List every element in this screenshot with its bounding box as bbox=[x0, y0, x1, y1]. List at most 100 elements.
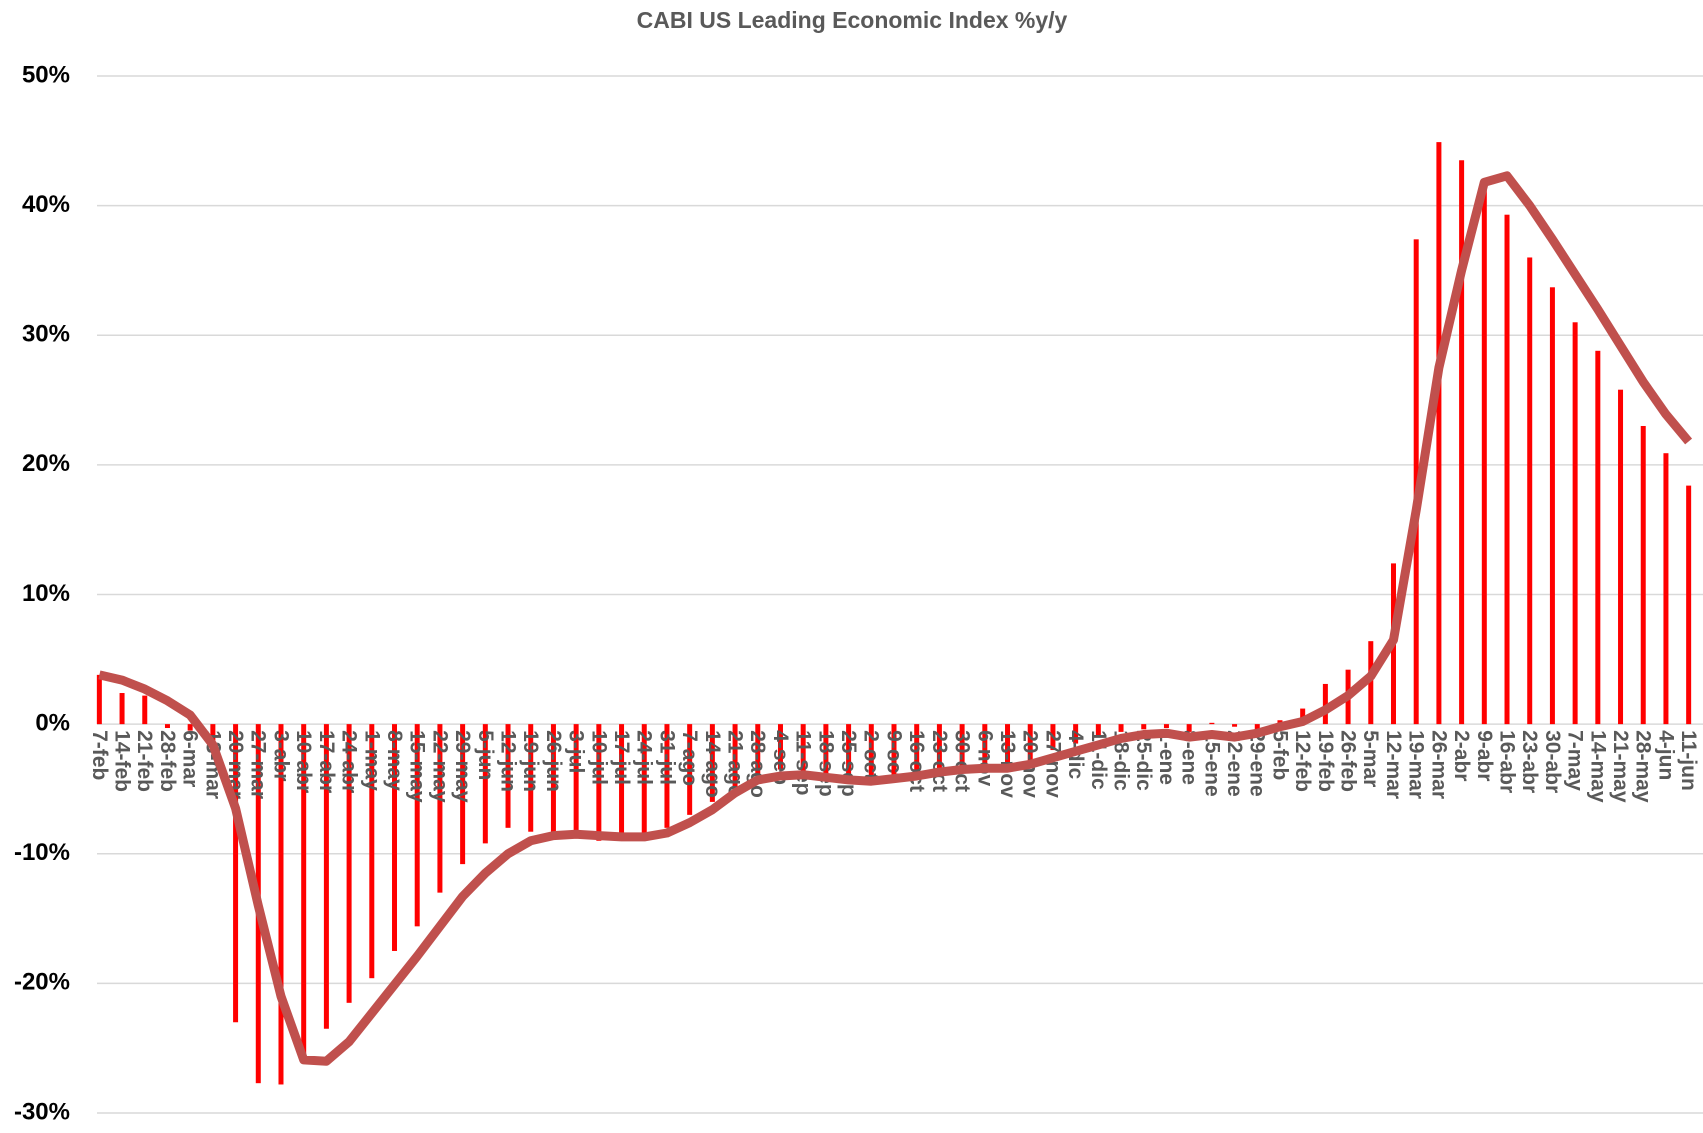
bar bbox=[437, 724, 443, 893]
bar bbox=[1254, 724, 1260, 730]
bar bbox=[1095, 724, 1101, 738]
x-tick-label: 7-ago bbox=[678, 730, 701, 786]
bar bbox=[119, 693, 125, 725]
x-tick-label: 7-may bbox=[1564, 730, 1587, 791]
x-tick-label: 1-ene bbox=[1155, 730, 1178, 785]
x-tick-label: 29-may bbox=[451, 730, 474, 803]
x-tick-label: 15-ene bbox=[1200, 730, 1223, 797]
x-tick-label: 14-may bbox=[1586, 730, 1609, 803]
bar bbox=[1663, 453, 1669, 725]
x-tick-label: 16-oct bbox=[905, 730, 928, 792]
bar bbox=[414, 724, 420, 927]
x-tick-label: 18-dic bbox=[1109, 730, 1132, 791]
x-tick-label: 25-sep bbox=[837, 730, 860, 797]
x-tick-label: 21-ago bbox=[724, 730, 747, 798]
x-tick-label: 8-may bbox=[383, 730, 406, 791]
x-tick-label: 12-feb bbox=[1291, 730, 1314, 792]
x-tick-label: 29-ene bbox=[1246, 730, 1269, 797]
x-tick-label: 30-abr bbox=[1541, 730, 1564, 793]
bar bbox=[460, 724, 466, 865]
bar bbox=[573, 724, 579, 836]
bar bbox=[982, 724, 988, 766]
bar bbox=[1073, 724, 1079, 744]
x-tick-label: 5-mar bbox=[1359, 730, 1382, 787]
bar bbox=[1572, 322, 1578, 725]
x-tick-label: 26-feb bbox=[1337, 730, 1360, 792]
bar bbox=[709, 724, 715, 802]
bar bbox=[1527, 257, 1533, 725]
bar bbox=[482, 724, 488, 844]
x-tick-label: 28-feb bbox=[156, 730, 179, 792]
bar bbox=[800, 724, 806, 774]
bar bbox=[891, 724, 897, 783]
x-tick-label: 6-mar bbox=[179, 730, 202, 787]
bar bbox=[369, 724, 375, 979]
bar bbox=[210, 724, 216, 744]
y-tick-label: 50% bbox=[22, 61, 70, 88]
x-tick-label: 15-may bbox=[406, 730, 429, 803]
bar bbox=[550, 724, 556, 835]
bar bbox=[732, 724, 738, 789]
bar bbox=[1481, 182, 1487, 725]
bar bbox=[1436, 142, 1442, 725]
bar bbox=[823, 724, 829, 776]
bar bbox=[687, 724, 693, 815]
x-tick-label: 16-abr bbox=[1495, 730, 1518, 793]
x-tick-label: 24-abr bbox=[338, 730, 361, 793]
x-tick-label: 9-oct bbox=[882, 730, 905, 780]
x-tick-label: 10-abr bbox=[292, 730, 315, 793]
bar bbox=[233, 724, 239, 1023]
x-tick-label: 7-feb bbox=[88, 730, 111, 780]
x-tick-label: 12-jun bbox=[496, 730, 519, 792]
line bbox=[98, 171, 1693, 1066]
x-tick-label: 5-feb bbox=[1268, 730, 1291, 780]
bar bbox=[164, 724, 170, 729]
x-tick-label: 6-nov bbox=[973, 730, 996, 786]
bar bbox=[1595, 350, 1601, 725]
bar bbox=[1459, 160, 1465, 725]
x-tick-label: 4-jun bbox=[1654, 730, 1677, 780]
bar bbox=[278, 724, 284, 1085]
bar bbox=[914, 724, 920, 776]
x-tick-label: 12-mar bbox=[1382, 730, 1405, 799]
x-tick-label: 25-dic bbox=[1132, 730, 1155, 791]
x-tick-label: 19-mar bbox=[1405, 730, 1428, 799]
x-tick-label: 11-sep bbox=[792, 730, 815, 795]
x-tick-label: 3-jul bbox=[565, 730, 588, 773]
bar bbox=[1209, 722, 1215, 725]
bar bbox=[1005, 724, 1011, 767]
x-tick-label: 22-ene bbox=[1223, 730, 1246, 797]
bar bbox=[528, 724, 534, 832]
bar bbox=[664, 724, 670, 828]
bar bbox=[1141, 724, 1147, 730]
x-tick-label: 14-feb bbox=[111, 730, 134, 792]
x-tick-label: 3-abr bbox=[269, 730, 292, 781]
bar bbox=[301, 724, 307, 1062]
x-tick-label: 23-oct bbox=[928, 730, 951, 792]
bar bbox=[1027, 724, 1033, 761]
bar bbox=[1232, 724, 1238, 727]
bar bbox=[1686, 485, 1692, 725]
x-tick-label: 19-jun bbox=[519, 730, 542, 792]
x-tick-label: 24-jul bbox=[633, 730, 656, 785]
x-tick-label: 26-mar bbox=[1427, 730, 1450, 799]
x-tick-label: 10-jul bbox=[587, 730, 610, 785]
x-tick-label: 9-abr bbox=[1473, 730, 1496, 781]
x-tick-label: 31-jul bbox=[655, 730, 678, 785]
bar bbox=[619, 724, 625, 841]
bar bbox=[1050, 724, 1056, 751]
bar bbox=[846, 724, 852, 780]
y-tick-label: 0% bbox=[35, 709, 70, 736]
x-tick-label: 19-feb bbox=[1314, 730, 1337, 792]
bar bbox=[142, 695, 148, 725]
bar bbox=[959, 724, 965, 767]
bar bbox=[936, 724, 942, 770]
bar bbox=[1118, 724, 1124, 732]
bar bbox=[1322, 683, 1328, 725]
y-tick-label: -30% bbox=[14, 1098, 70, 1125]
y-tick-label: 40% bbox=[22, 191, 70, 218]
x-tick-label: 8-ene bbox=[1178, 730, 1201, 785]
x-tick-label: 14-ago bbox=[701, 730, 724, 798]
x-tick-label: 2-oct bbox=[860, 730, 883, 780]
y-tick-label: 20% bbox=[22, 450, 70, 477]
